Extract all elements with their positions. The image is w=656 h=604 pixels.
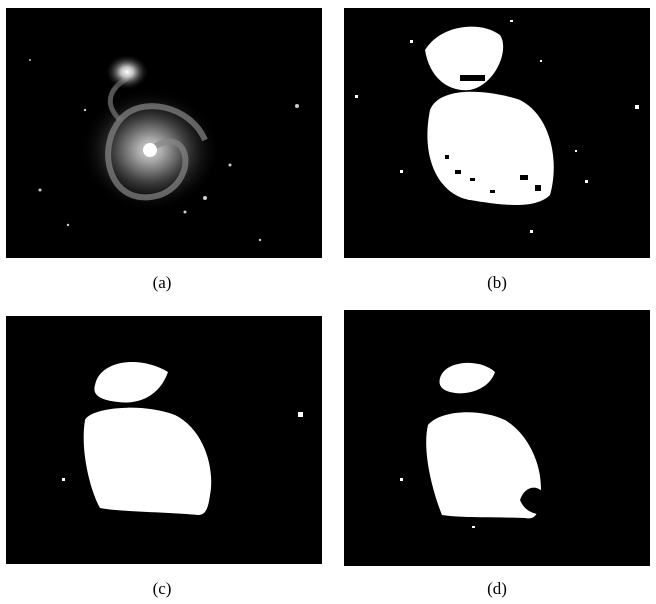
panel-a-image — [6, 8, 322, 258]
caption: (a) — [153, 273, 172, 292]
panel-b-image — [344, 8, 650, 258]
panel-c-image — [6, 316, 322, 564]
caption: (d) — [487, 579, 507, 598]
panel-d-image — [344, 310, 650, 566]
caption: (b) — [487, 273, 507, 292]
caption: (c) — [153, 579, 172, 598]
